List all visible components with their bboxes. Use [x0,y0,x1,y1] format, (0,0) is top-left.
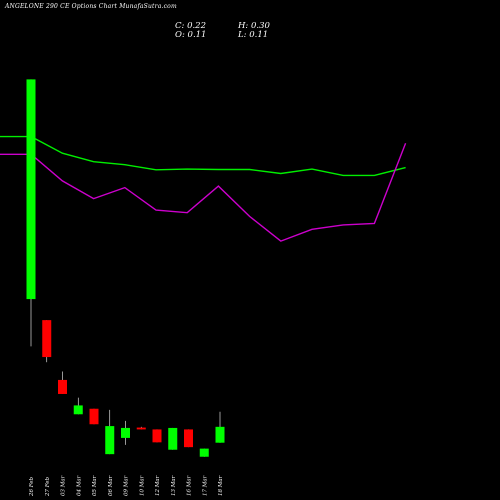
x-tick-label: 06 Mar [108,475,114,496]
ma-line-1 [0,135,406,177]
candle [168,427,178,450]
candle [215,411,225,443]
chart-title: ANGELONE 290 CE Options Chart MunafaSutr… [5,3,177,10]
candle-body [105,426,115,455]
candle [184,429,193,448]
candle [58,371,67,394]
candle-body [89,408,99,425]
x-tick-label: 26 Feb [29,476,35,497]
candle-body [42,320,52,358]
high-value: H: 0.30 [238,21,270,31]
candle-body [121,427,130,438]
x-tick-label: 27 Feb [45,476,51,497]
candle [121,420,130,445]
candle-body [199,448,209,457]
candle-body [73,405,83,415]
candle [105,409,115,455]
close-value: C: 0.22 [175,21,206,31]
x-axis-tick-labels: 26 Feb 27 Feb 03 Mar 04 Mar 05 Mar 06 Mar 09 M… [29,475,224,497]
candle [89,408,99,425]
candle [199,448,209,457]
moving-average-lines [0,135,407,242]
candle-body [26,79,36,300]
x-tick-label: 17 Mar [202,475,208,496]
candle [42,320,52,363]
candle-body [168,427,178,450]
candle-body [215,426,225,443]
candle-body [152,429,162,443]
x-tick-label: 18 Mar [218,475,224,496]
x-tick-label: 03 Mar [61,475,67,496]
x-tick-label: 16 Mar [187,475,193,496]
x-tick-label: 09 Mar [124,475,130,496]
candle-body [58,379,67,394]
candle [136,426,146,430]
x-tick-label: 13 Mar [171,475,177,496]
x-tick-label: 12 Mar [155,475,161,496]
candles [26,79,225,457]
candle [152,429,162,443]
low-value: L: 0.11 [238,30,269,40]
x-tick-label: 05 Mar [92,475,98,496]
candle [73,397,83,415]
candle [26,79,36,347]
candle-body [184,429,193,448]
open-value: O: 0.11 [175,30,207,40]
ma-line-2 [0,143,407,242]
x-tick-label: 10 Mar [139,475,145,496]
x-tick-label: 04 Mar [76,475,82,496]
candle-body [136,427,146,430]
